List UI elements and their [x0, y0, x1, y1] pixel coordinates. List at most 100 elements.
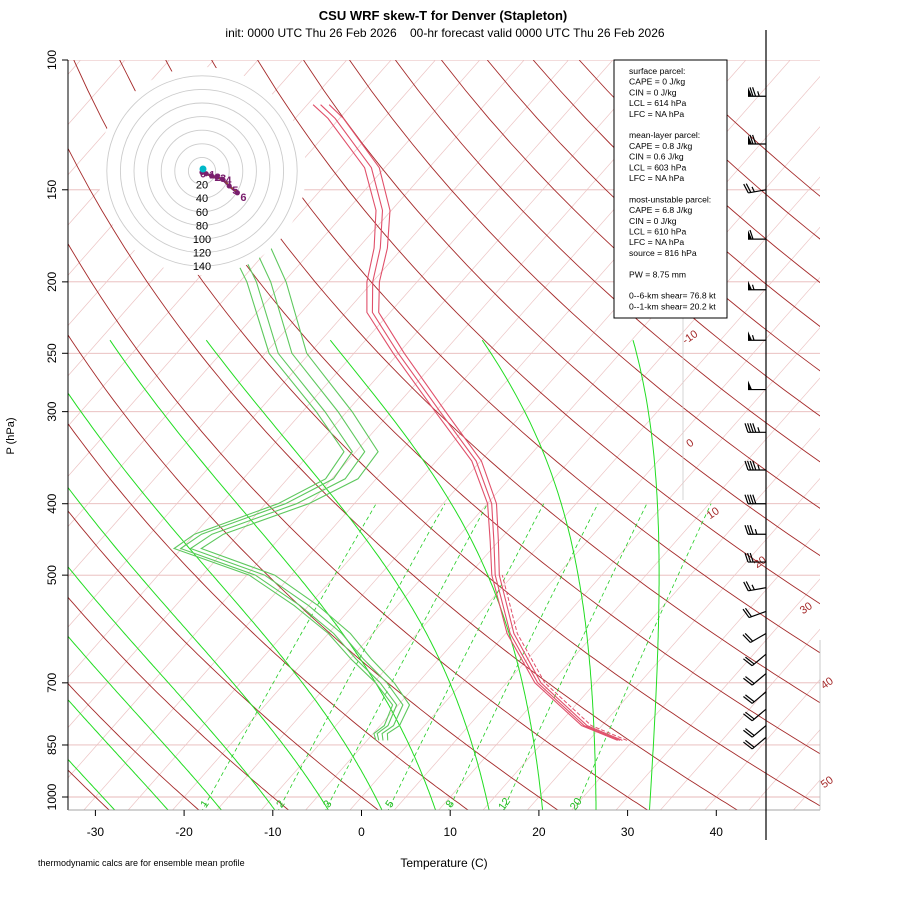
dry-adiabat	[119, 60, 820, 755]
barb-staff	[751, 673, 767, 686]
moist-adiabat	[68, 566, 276, 810]
barb-full	[743, 658, 753, 667]
temperature-line	[320, 104, 621, 741]
barb-staff	[751, 708, 767, 722]
barb-full	[744, 552, 749, 563]
dry-adiabat	[165, 60, 820, 704]
barb-staff	[751, 691, 767, 704]
y-tick-label: 1000	[45, 783, 59, 810]
moist-adiabat	[329, 339, 544, 810]
x-tick-label: 0	[358, 825, 365, 839]
dry-adiabat	[211, 60, 820, 654]
barb-half	[751, 186, 755, 193]
mixing-ratio-line	[387, 503, 545, 810]
wind-barb	[743, 708, 767, 722]
stats-line: most-unstable parcel:	[629, 194, 711, 204]
barb-staff	[751, 725, 767, 738]
x-tick-label: -30	[87, 825, 105, 839]
stats-line: CIN = 0 J/kg	[629, 216, 677, 226]
isotherm	[438, 377, 820, 810]
moist-adiabat	[68, 758, 116, 810]
barb-full	[752, 423, 757, 433]
wind-barb	[748, 380, 766, 391]
wind-barb	[743, 691, 767, 704]
wind-barb	[744, 460, 766, 471]
barb-staff	[748, 587, 767, 592]
dry-adiabat	[257, 60, 820, 605]
barb-full	[744, 632, 754, 642]
hodograph-ring	[160, 129, 244, 213]
stats-line: 0--6-km shear= 76.8 kt	[629, 291, 716, 301]
moist-adiabat	[68, 635, 223, 810]
wind-barb	[743, 736, 767, 750]
hodograph-point-label: 6	[240, 192, 246, 204]
wind-barb	[748, 134, 766, 145]
isotherm	[615, 578, 820, 810]
barb-full	[743, 183, 749, 194]
barb-full	[744, 525, 749, 535]
barb-full	[744, 460, 749, 471]
barb-full	[743, 677, 753, 686]
wind-barb	[744, 525, 766, 535]
stats-line: CAPE = 0 J/kg	[629, 77, 685, 87]
barb-full	[752, 494, 757, 504]
x-tick-label: -10	[264, 825, 282, 839]
dry-adiabat	[395, 60, 820, 463]
stats-line: LCL = 603 hPa	[629, 162, 686, 172]
barb-full	[745, 183, 752, 193]
barb-half	[757, 91, 760, 97]
barb-flag	[748, 134, 752, 144]
barb-full	[749, 229, 754, 240]
barb-full	[749, 134, 754, 145]
moist-adiabat	[632, 340, 660, 810]
barb-full	[752, 87, 757, 97]
dry-adiabat	[303, 60, 820, 557]
barb-staff	[751, 736, 767, 750]
isotherm	[68, 60, 658, 729]
hodograph-ring-label: 80	[196, 220, 208, 232]
isotherm	[216, 126, 820, 810]
mixing-ratio-line	[448, 503, 599, 810]
barb-full	[743, 729, 753, 738]
barb-full	[749, 494, 754, 504]
y-tick-label: 500	[45, 565, 59, 585]
barb-half	[757, 427, 760, 433]
hodograph-origin	[199, 165, 207, 173]
isotherm	[305, 226, 820, 810]
moist-adiabat	[68, 392, 383, 810]
hodograph-ring-label: 20	[196, 180, 208, 192]
isotherm	[660, 628, 820, 810]
mixing-ratio-label: 2	[274, 798, 287, 810]
dry-adiabat	[68, 242, 649, 810]
barb-full	[749, 552, 754, 563]
isotherm	[260, 176, 820, 810]
dry-adiabat	[486, 60, 820, 372]
stats-line: LCL = 610 hPa	[629, 227, 686, 237]
barb-flag	[748, 331, 752, 341]
hodograph-point	[226, 183, 232, 189]
stats-line: CIN = 0 J/kg	[629, 87, 677, 97]
mixing-ratio-line	[278, 503, 446, 810]
hodograph-ring	[174, 143, 230, 199]
moist-adiabat	[109, 339, 437, 810]
dewpoint-line	[200, 238, 411, 741]
wind-barb	[743, 183, 767, 194]
isotherm	[68, 60, 702, 779]
barb-full	[747, 494, 752, 504]
moist-adiabat	[68, 699, 169, 810]
hodograph-ring	[147, 116, 257, 226]
barb-full	[745, 739, 755, 748]
isotherm	[793, 779, 820, 810]
y-tick-label: 700	[45, 673, 59, 693]
barb-full	[744, 607, 753, 618]
mixing-ratio-label: 8	[444, 798, 457, 810]
isotherm-label: 40	[819, 675, 836, 692]
barb-full	[745, 728, 755, 736]
wind-barb	[748, 87, 766, 97]
stats-line: PW = 8.75 mm	[629, 269, 686, 279]
barb-flag	[748, 380, 752, 390]
dry-adiabat	[68, 510, 379, 810]
temperature-line	[312, 104, 618, 741]
